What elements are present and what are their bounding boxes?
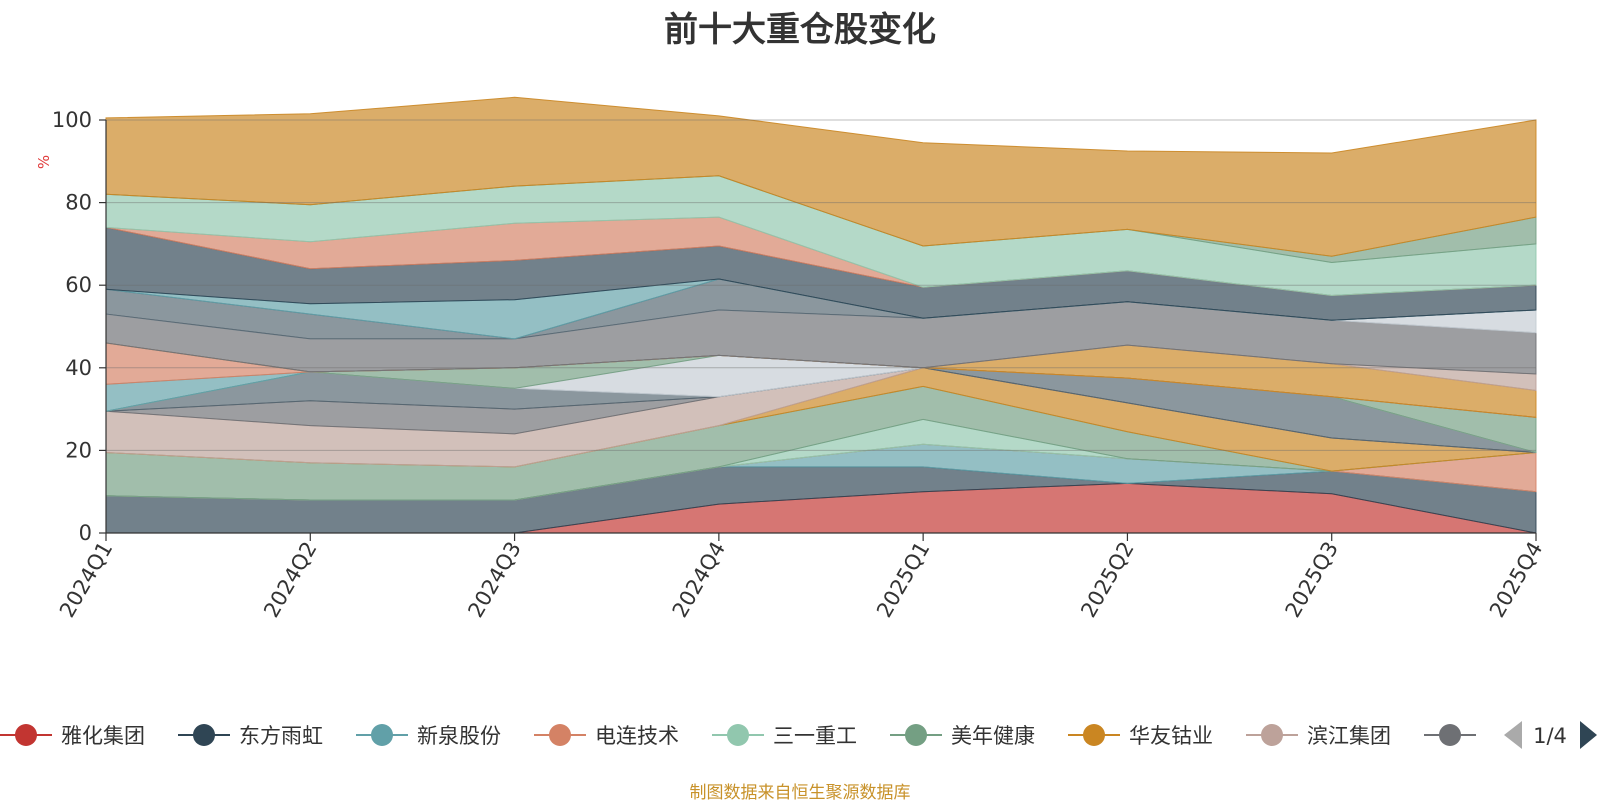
legend-marker-6[interactable]: [1083, 724, 1105, 746]
x-tick-label-6: 2025Q3: [1281, 538, 1343, 622]
legend-label-2[interactable]: 新泉股份: [417, 724, 501, 748]
legend-label-0[interactable]: 雅化集团: [61, 724, 145, 748]
x-tick-label-0: 2024Q1: [55, 538, 117, 622]
legend-marker-8[interactable]: [1439, 724, 1461, 746]
legend-marker-4[interactable]: [727, 724, 749, 746]
y-tick-label-3: 60: [65, 273, 92, 297]
legend-marker-5[interactable]: [905, 724, 927, 746]
grid-layer: [106, 119, 1536, 451]
chart-title: 前十大重仓股变化: [664, 10, 936, 50]
legend-marker-0[interactable]: [15, 724, 37, 746]
y-tick-label-5: 100: [52, 108, 92, 132]
legend-marker-3[interactable]: [549, 724, 571, 746]
x-tick-label-5: 2025Q2: [1076, 538, 1138, 622]
legend-label-7[interactable]: 滨江集团: [1307, 724, 1391, 748]
y-tick-label-4: 80: [65, 191, 92, 215]
legend-page-indicator: 1/4: [1533, 724, 1567, 748]
x-tick-label-2: 2024Q3: [463, 538, 525, 622]
legend-label-4[interactable]: 三一重工: [773, 724, 857, 748]
legend-label-3[interactable]: 电连技术: [595, 724, 679, 748]
area-series-24: [105, 96, 1537, 257]
legend-label-6[interactable]: 华友钴业: [1129, 724, 1213, 748]
source-note: 制图数据来自恒生聚源数据库: [689, 783, 911, 803]
x-tick-label-1: 2024Q2: [259, 538, 321, 622]
legend-label-5[interactable]: 美年健康: [951, 724, 1035, 748]
legend-prev-page-icon[interactable]: [1504, 721, 1522, 749]
legend-next-page-icon[interactable]: [1580, 721, 1597, 749]
legend-label-1[interactable]: 东方雨虹: [239, 724, 323, 748]
legend[interactable]: 雅化集团 东方雨虹 新泉股份 电连技术 三一重工 美年健康 华友钴业 滨江集团 1/4: [0, 721, 1597, 749]
legend-marker-7[interactable]: [1261, 724, 1283, 746]
x-tick-label-4: 2025Q1: [872, 538, 934, 622]
x-tick-label-7: 2025Q4: [1485, 538, 1547, 622]
area-layer: [105, 96, 1537, 534]
y-tick-label-0: 0: [79, 521, 92, 545]
legend-marker-1[interactable]: [193, 724, 215, 746]
y-tick-label-2: 40: [65, 356, 92, 380]
x-tick-label-3: 2024Q4: [668, 538, 730, 622]
y-axis-label: %: [35, 155, 53, 169]
legend-marker-2[interactable]: [371, 724, 393, 746]
y-tick-label-1: 20: [65, 438, 92, 462]
